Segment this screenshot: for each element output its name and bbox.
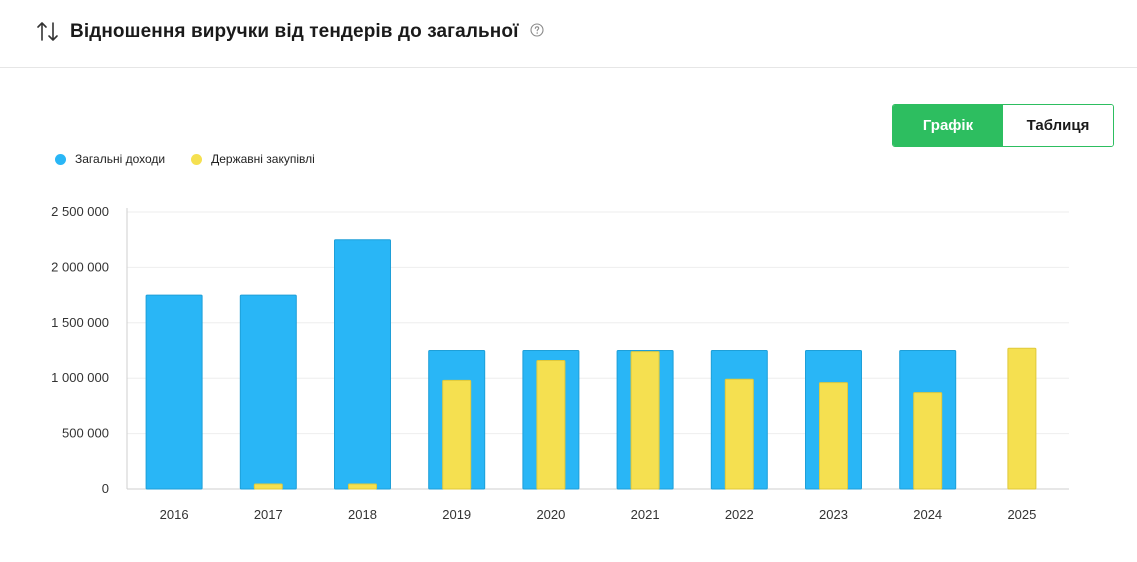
bar-tender-2024 [913,392,943,490]
legend-item-total[interactable]: Загальні доходи [55,152,165,166]
bar-total-2016 [145,294,203,490]
x-tick-label: 2016 [160,507,189,522]
page-title-text: Відношення виручки від тендерів до загал… [70,21,519,42]
table-view-button[interactable]: Таблиця [1003,105,1113,146]
x-tick-label: 2017 [254,507,283,522]
view-toggle: Графік Таблиця [892,104,1114,147]
chart-legend: Загальні доходи Державні закупівлі [55,152,341,166]
panel-header: Відношення виручки від тендерів до загал… [0,0,1137,68]
x-tick-label: 2019 [442,507,471,522]
x-tick-label: 2022 [725,507,754,522]
legend-dot-tender [191,153,203,165]
sort-arrows-icon[interactable] [35,18,61,44]
y-tick-label: 1 000 000 [51,370,109,385]
chart-view-button[interactable]: Графік [893,105,1003,146]
legend-dot-total [55,153,66,165]
bar-tender-2018 [348,483,377,490]
bar-tender-2019 [442,379,472,490]
x-tick-label: 2018 [348,507,377,522]
y-tick-label: 1 500 000 [51,315,109,330]
bar-total-2017 [239,294,297,490]
y-tick-label: 2 000 000 [51,259,109,274]
revenue-chart: 0 500 000 1 000 000 1 500 000 2 000 000 2 500… [51,204,1069,522]
y-tick-label: 500 000 [62,426,109,441]
x-tick-label: 2025 [1007,507,1036,522]
x-tick-label: 2023 [819,507,848,522]
x-tick-label: 2020 [536,507,565,522]
legend-label-total: Загальні доходи [75,152,166,166]
bar-tender-2022 [724,378,754,490]
help-icon[interactable] [530,23,544,37]
bar-tender-2020 [536,359,566,490]
y-tick-label: 0 [102,481,109,496]
x-tick-label: 2024 [913,507,942,522]
bar-tender-2021 [630,351,660,490]
bar-total-2018 [334,239,391,490]
y-tick-label: 2 500 000 [51,204,109,219]
bar-tender-2023 [819,382,848,490]
page-title: Відношення виручки від тендерів до загал… [70,21,544,43]
bar-tender-2025 [1007,347,1037,490]
legend-label-tender: Державні закупівлі [211,152,315,166]
bar-tender-2017 [253,483,283,490]
x-tick-label: 2021 [631,507,660,522]
legend-item-tender[interactable]: Державні закупівлі [191,152,315,166]
